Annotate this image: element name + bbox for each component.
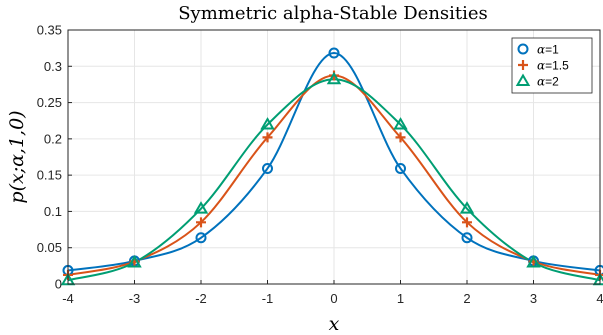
x-tick-label: -4 (62, 291, 74, 306)
x-axis-label: x (329, 313, 340, 335)
y-tick-label: 0.05 (37, 240, 62, 255)
y-tick-label: 0.25 (37, 95, 62, 110)
legend-value: =2 (545, 75, 559, 89)
chart-title: Symmetric alpha-Stable Densities (178, 3, 488, 24)
y-tick-label: 0.35 (37, 23, 62, 38)
legend-symbol: α (537, 59, 545, 73)
legend-symbol: α (537, 43, 545, 57)
x-tick-label: 0 (330, 291, 337, 306)
x-tick-label: 2 (463, 291, 470, 306)
legend-symbol: α (537, 75, 545, 89)
y-tick-label: 0.1 (44, 204, 62, 219)
x-tick-label: -2 (195, 291, 207, 306)
legend: α=1α=1.5α=2 (512, 38, 592, 93)
x-tick-label: 4 (596, 291, 603, 306)
y-axis-ticks: 0 0.05 0.1 0.15 0.2 0.25 0.3 0.35 (37, 23, 72, 292)
legend-value: =1 (545, 43, 559, 57)
x-tick-label: -3 (129, 291, 141, 306)
legend-entry-0: α=1 (537, 43, 559, 57)
y-tick-label: 0 (55, 277, 62, 292)
x-tick-label: -1 (262, 291, 274, 306)
y-tick-label: 0.2 (44, 131, 62, 146)
legend-entry-2: α=2 (537, 75, 559, 89)
y-tick-label: 0.15 (37, 168, 62, 183)
y-tick-label: 0.3 (44, 59, 62, 74)
x-tick-label: 3 (530, 291, 537, 306)
x-tick-label: 1 (397, 291, 404, 306)
legend-entry-1: α=1.5 (537, 59, 569, 73)
y-axis-label: p(x;α,1,0) (6, 110, 28, 203)
legend-value: =1.5 (545, 59, 569, 73)
